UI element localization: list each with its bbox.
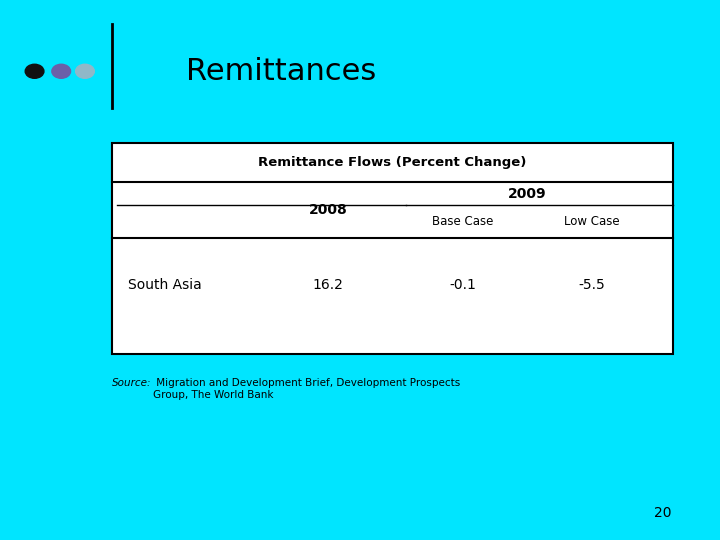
Text: -0.1: -0.1	[449, 278, 476, 292]
FancyBboxPatch shape	[112, 143, 673, 354]
Text: South Asia: South Asia	[128, 278, 202, 292]
Text: 20: 20	[654, 506, 671, 520]
Text: Remittance Flows (Percent Change): Remittance Flows (Percent Change)	[258, 156, 526, 169]
Text: Migration and Development Brief, Development Prospects
Group, The World Bank: Migration and Development Brief, Develop…	[153, 378, 461, 400]
Text: 2009: 2009	[508, 187, 546, 200]
Circle shape	[76, 64, 94, 78]
Circle shape	[25, 64, 44, 78]
Text: Base Case: Base Case	[432, 215, 493, 228]
Text: Low Case: Low Case	[564, 215, 620, 228]
Text: 16.2: 16.2	[312, 278, 343, 292]
Circle shape	[52, 64, 71, 78]
Text: -5.5: -5.5	[578, 278, 605, 292]
Text: Remittances: Remittances	[186, 57, 376, 86]
Text: Source:: Source:	[112, 378, 151, 388]
Text: 2008: 2008	[308, 203, 347, 217]
